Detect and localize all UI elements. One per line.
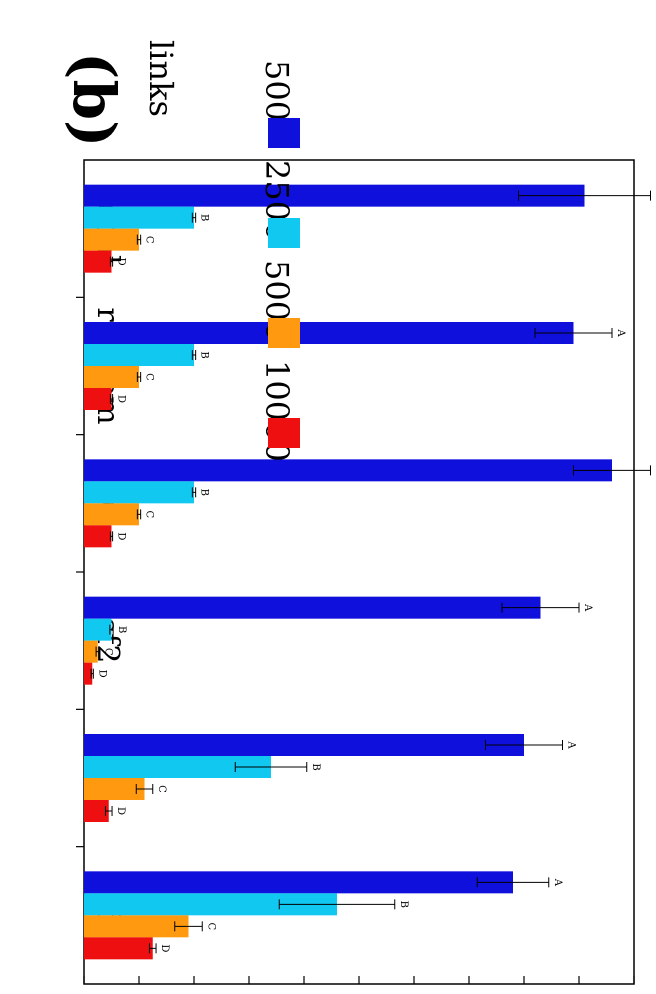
- significance-letter: A: [654, 191, 656, 200]
- bar: [84, 503, 139, 526]
- bar: [84, 344, 194, 366]
- value-tick-label: 1.0: [616, 992, 651, 994]
- significance-letter: D: [115, 807, 126, 815]
- legend-label: 500: [258, 60, 296, 121]
- bar: [84, 250, 112, 273]
- bar: [84, 525, 112, 548]
- bar: [84, 618, 112, 641]
- value-tick-label: 0.8: [506, 992, 541, 994]
- bar: [84, 596, 541, 619]
- bar: [84, 322, 574, 344]
- value-tick-label: 0.3: [231, 992, 266, 994]
- bar: [84, 734, 524, 756]
- bar: [84, 388, 112, 410]
- panel-label: (b): [60, 52, 128, 147]
- legend-swatch: [268, 318, 300, 348]
- significance-letter: D: [116, 532, 127, 540]
- significance-letter: A: [552, 878, 563, 887]
- bar: [84, 206, 194, 229]
- significance-letter: B: [398, 901, 409, 908]
- value-tick-label: 0.9: [561, 992, 596, 994]
- significance-letter: A: [654, 466, 656, 475]
- significance-letter: C: [205, 923, 216, 931]
- significance-letter: A: [566, 740, 577, 749]
- significance-letter: C: [144, 373, 155, 381]
- value-tick-label: 0.6: [396, 992, 431, 994]
- significance-letter: C: [144, 511, 155, 519]
- value-tick-label: 0.7: [451, 992, 486, 994]
- bar: [84, 893, 337, 916]
- significance-letter: D: [96, 670, 107, 678]
- significance-letter: B: [199, 489, 210, 496]
- bar: [84, 800, 109, 822]
- legend-swatch: [268, 118, 300, 148]
- significance-letter: B: [116, 626, 127, 633]
- legend-title: links: [142, 40, 180, 117]
- significance-letter: A: [582, 603, 593, 612]
- value-tick-label: 0.0: [66, 992, 101, 994]
- bar: [84, 184, 585, 207]
- significance-letter: D: [159, 944, 170, 952]
- significance-letter: C: [102, 648, 113, 656]
- significance-letter: B: [310, 763, 321, 770]
- legend-swatch: [268, 218, 300, 248]
- bar: [84, 871, 513, 894]
- bar: [84, 228, 139, 251]
- significance-letter: B: [199, 214, 210, 221]
- bar: [84, 662, 93, 685]
- significance-letter: A: [615, 328, 626, 337]
- significance-letter: D: [116, 395, 127, 403]
- plot-area: 0.00.10.20.30.40.50.60.70.80.91.0localAB…: [66, 159, 656, 994]
- bar: [84, 778, 145, 800]
- value-tick-label: 0.2: [176, 992, 211, 994]
- bar: [84, 366, 139, 388]
- bar: [84, 937, 153, 960]
- bar: [84, 459, 612, 482]
- significance-letter: C: [144, 236, 155, 244]
- bar: [84, 481, 194, 504]
- value-tick-label: 0.5: [341, 992, 376, 994]
- bar: [84, 640, 98, 663]
- bar: [84, 915, 189, 938]
- significance-letter: C: [156, 785, 167, 793]
- bar: [84, 756, 271, 778]
- significance-letter: B: [199, 351, 210, 358]
- legend-swatch: [268, 418, 300, 448]
- plot-frame: [83, 159, 635, 985]
- significance-letter: D: [116, 258, 127, 266]
- value-tick-label: 0.4: [286, 992, 321, 994]
- value-tick-label: 0.1: [121, 992, 156, 994]
